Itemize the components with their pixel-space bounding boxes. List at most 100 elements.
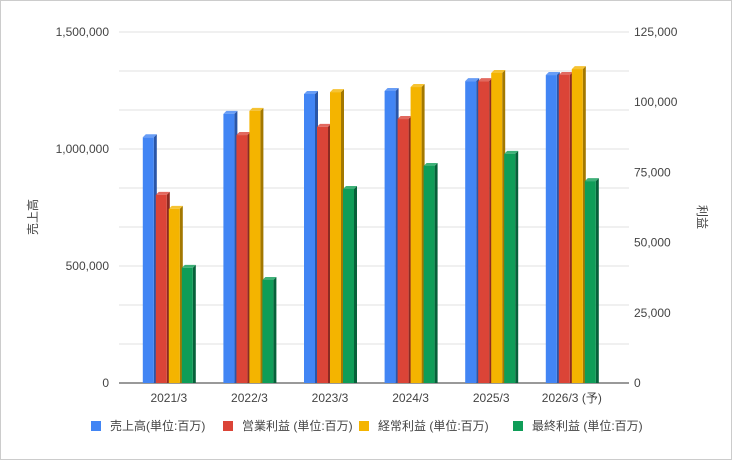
bar-front <box>236 135 248 383</box>
y-tick-label: 1,500,000 <box>56 25 110 39</box>
bar-top <box>571 66 586 70</box>
bar <box>478 78 493 383</box>
bar-front <box>249 110 261 384</box>
bar-front <box>558 74 570 383</box>
bar-top <box>223 110 238 114</box>
bar <box>142 134 157 383</box>
bar <box>571 66 586 383</box>
bar <box>155 191 170 383</box>
bar-top <box>155 191 170 195</box>
bar-top <box>410 84 425 88</box>
y2-tick-label: 0 <box>634 376 641 390</box>
legend-label: 最終利益 (単位:百万) <box>532 418 643 433</box>
bar <box>504 150 519 383</box>
bar-front <box>571 69 583 383</box>
x-tick-label: 2022/3 <box>231 391 268 405</box>
bar-front <box>330 92 341 384</box>
bar <box>262 276 277 383</box>
bar-top <box>504 150 519 154</box>
bar <box>491 69 506 384</box>
bar <box>168 205 183 383</box>
bar-front <box>584 181 596 383</box>
bar-front <box>262 279 274 383</box>
bar <box>249 107 264 384</box>
bar-front <box>423 165 435 383</box>
bar-front <box>465 81 477 383</box>
legend-label: 経常利益 (単位:百万) <box>378 418 489 433</box>
bar-top <box>330 89 344 93</box>
bar-front <box>317 126 328 383</box>
bar-side <box>515 150 519 383</box>
bar-front <box>491 72 503 384</box>
x-tick-label: 2025/3 <box>473 391 510 405</box>
bar-top <box>343 185 357 189</box>
y2-tick-label: 75,000 <box>634 165 671 179</box>
bar-front <box>410 87 422 383</box>
bar-front <box>181 267 193 383</box>
bar-side <box>192 264 196 383</box>
bar <box>423 162 438 383</box>
bar-front <box>155 194 167 383</box>
x-tick-label: 2023/3 <box>312 391 349 405</box>
bar <box>343 185 357 383</box>
bar-top <box>317 123 331 127</box>
legend-swatch <box>513 421 523 431</box>
bar <box>236 132 251 383</box>
bar-top <box>384 87 399 91</box>
y2-tick-label: 25,000 <box>634 306 671 320</box>
x-tick-label: 2026/3 (予) <box>542 391 602 405</box>
bar-front <box>304 94 315 383</box>
bar-top <box>558 71 573 75</box>
bar-top <box>249 107 264 111</box>
bar-top <box>236 132 251 136</box>
legend-swatch <box>223 421 233 431</box>
legend-label: 営業利益 (単位:百万) <box>242 418 353 433</box>
bar-front <box>343 188 354 383</box>
y2-tick-label: 100,000 <box>634 95 678 109</box>
bar-top <box>478 78 493 82</box>
y2-tick-label: 50,000 <box>634 236 671 250</box>
bar-front <box>142 137 154 383</box>
bar-top <box>397 116 412 120</box>
bar-top <box>545 72 560 76</box>
bar-front <box>504 153 516 383</box>
bar-top <box>168 205 183 209</box>
bar-front <box>384 90 396 383</box>
bar-side <box>434 162 438 383</box>
bar <box>304 91 318 383</box>
legend-swatch <box>359 421 369 431</box>
bar-top <box>304 91 318 95</box>
bar <box>465 78 480 383</box>
bar-top <box>423 162 438 166</box>
bar-top <box>491 69 506 73</box>
legend-item: 経常利益 (単位:百万) <box>359 418 489 433</box>
bar-top <box>465 78 480 82</box>
bar <box>545 72 560 383</box>
legend-item: 営業利益 (単位:百万) <box>223 418 353 433</box>
bar-top <box>142 134 157 138</box>
bar <box>181 264 196 383</box>
y-tick-label: 500,000 <box>66 259 110 273</box>
bar <box>558 71 573 383</box>
y-tick-label: 0 <box>102 376 109 390</box>
bar-front <box>223 113 235 384</box>
bar-top <box>262 276 277 280</box>
y-tick-label: 1,000,000 <box>56 142 110 156</box>
x-tick-label: 2024/3 <box>392 391 429 405</box>
legend-label: 売上高(単位:百万) <box>110 418 205 433</box>
bar <box>397 116 412 383</box>
legend-item: 最終利益 (単位:百万) <box>513 418 643 433</box>
bar-front <box>478 81 490 383</box>
bar <box>223 110 238 384</box>
bar-side <box>595 178 599 383</box>
bar <box>330 89 344 384</box>
bar-front <box>545 75 557 383</box>
y-axis-label: 売上高 <box>25 199 40 235</box>
bar <box>410 84 425 383</box>
bar-side <box>273 276 277 383</box>
y2-tick-label: 125,000 <box>634 25 678 39</box>
bar-front <box>168 208 180 383</box>
bar <box>384 87 399 383</box>
